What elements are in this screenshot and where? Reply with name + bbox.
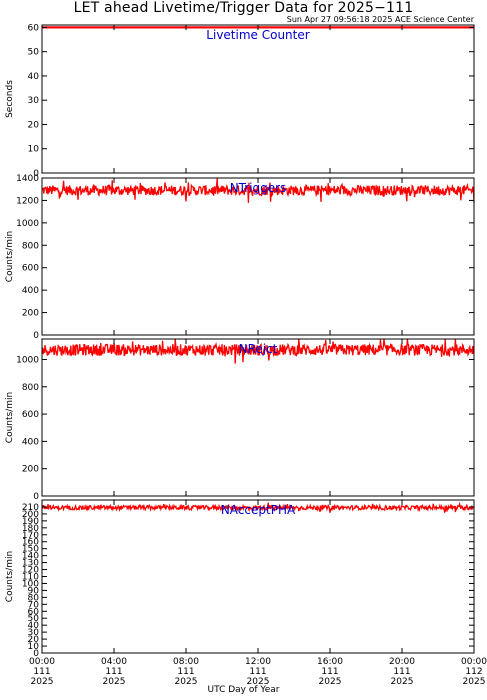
panel-3: 0 200 400 600 800 1000 NRejct Counts/min [5,338,475,502]
panel-frame [41,338,475,497]
x-tick-label: 16:00 111 2025 [317,657,343,687]
y-tick-label: 1400 [16,174,39,184]
x-tick-label-line: 12:00 [245,657,271,667]
x-tick-label-line: 112 [465,667,482,677]
data-series-line [41,501,475,514]
chart-title: LET ahead Livetime/Trigger Data for 2025… [73,0,414,16]
panel-frame [41,24,475,174]
y-tick-label: 210 [22,503,39,513]
y-axis-title: Counts/min [5,392,15,443]
x-tick-label-line: 2025 [103,677,126,687]
y-tick-label: 400 [22,437,39,447]
chart-subtitle: Sun Apr 27 09:56:18 2025 ACE Science Cen… [286,15,474,24]
x-tick-label: 12:00 111 2025 [245,657,271,687]
y-tick-label: 800 [22,383,39,393]
x-tick-label-line: 111 [105,667,122,677]
y-tick-label: 130 [22,559,39,569]
y-tick-label: 50 [28,48,40,58]
x-tick-label: 00:00 111 2025 [29,657,55,687]
y-tick-label: 60 [28,607,40,617]
y-tick-label: 40 [28,621,40,631]
x-tick-label: 20:00 111 2025 [389,657,415,687]
y-tick-label: 0 [33,169,39,179]
y-tick-label: 50 [28,614,40,624]
panel-1: 0 10 20 30 40 50 60 Livetime Counter Seconds [5,23,475,179]
y-tick-label: 80 [28,593,40,603]
y-tick-label: 0 [33,649,39,659]
x-tick-label-line: 00:00 [461,657,487,667]
x-tick-label-line: 111 [393,667,410,677]
x-tick-label-line: 2025 [463,677,486,687]
y-tick-label: 800 [22,241,39,251]
x-tick-label: 00:00 112 2025 [461,657,487,687]
y-tick-label: 90 [28,586,40,596]
y-tick-label: 10 [28,642,40,652]
y-tick-label: 40 [28,72,40,82]
y-tick-label: 0 [33,331,39,341]
x-tick-label-line: 00:00 [29,657,55,667]
y-tick-label: 1200 [16,196,39,206]
y-tick-label: 60 [28,23,40,33]
x-tick-label-line: 2025 [391,677,414,687]
y-tick-label: 70 [28,600,40,610]
y-tick-label: 30 [28,96,40,106]
panel-2: 0 200 400 600 800 1000 1200 1400 NTriggers Counts… [5,174,475,341]
panel-label: NRejct [239,342,278,356]
x-tick-label: 08:00 111 2025 [173,657,199,687]
x-tick-label-line: 20:00 [389,657,415,667]
y-tick-label: 20 [28,635,40,645]
y-tick-label: 200 [22,510,39,520]
y-tick-label: 10 [28,145,40,155]
panel-label: NTriggers [230,181,287,195]
x-tick-label-line: 2025 [247,677,270,687]
x-tick-label-line: 111 [321,667,338,677]
x-tick-label-line: 16:00 [317,657,343,667]
x-tick-label-line: 111 [33,667,50,677]
y-tick-label: 400 [22,286,39,296]
x-tick-label-line: 111 [177,667,194,677]
x-tick-label-line: 08:00 [173,657,199,667]
y-tick-label: 600 [22,264,39,274]
x-tick-label-line: 111 [249,667,266,677]
panel-label: NAcceptPHA [221,503,296,517]
data-series-line [41,178,475,203]
panel-frame [41,499,475,654]
y-axis-title: Seconds [5,80,15,118]
y-tick-label: 180 [22,524,39,534]
x-tick-label: 04:00 111 2025 [101,657,127,687]
y-tick-label: 140 [22,552,39,562]
y-tick-label: 150 [22,545,39,555]
y-tick-label: 120 [22,566,39,576]
y-tick-label: 20 [28,120,40,130]
y-tick-label: 110 [22,573,39,583]
x-tick-label-line: 2025 [175,677,198,687]
y-tick-label: 200 [22,309,39,319]
panel-4: 0102030405060708090100110120130140150160… [5,499,475,659]
y-tick-label: 200 [22,465,39,475]
x-tick-label-line: 2025 [319,677,342,687]
y-tick-label: 600 [22,410,39,420]
y-tick-label: 100 [22,579,39,589]
y-axis-title: Counts/min [5,231,15,282]
y-tick-label: 1000 [16,355,39,365]
panel-label: Livetime Counter [206,28,309,42]
x-tick-label-line: 04:00 [101,657,127,667]
x-tick-label-line: 2025 [31,677,54,687]
y-axis-title: Counts/min [5,551,15,602]
x-axis-label: UTC Day of Year [207,685,280,695]
y-tick-label: 30 [28,628,40,638]
y-tick-label: 160 [22,538,39,548]
panel-frame [41,177,475,336]
y-tick-label: 1000 [16,219,39,229]
y-tick-label: 0 [33,492,39,502]
y-tick-label: 190 [22,517,39,527]
y-tick-label: 170 [22,531,39,541]
